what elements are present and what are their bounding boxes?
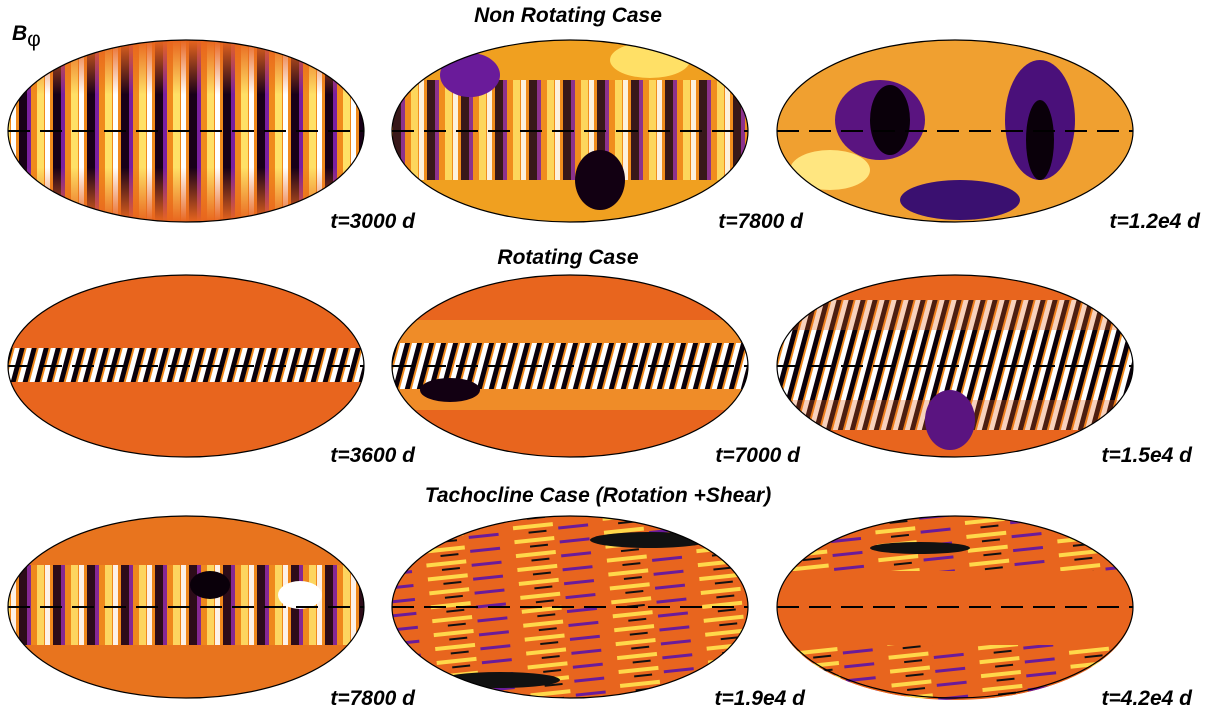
symbol: Bφ bbox=[12, 22, 41, 51]
blob bbox=[790, 150, 870, 190]
blob bbox=[440, 53, 500, 97]
blob bbox=[610, 42, 690, 78]
figure: Bφ Non Rotating Case t=3000 d t=7800 d t… bbox=[0, 0, 1207, 715]
blob bbox=[420, 378, 480, 402]
blob bbox=[900, 180, 1020, 220]
time-label: t=1.9e4 d bbox=[715, 687, 807, 710]
row-title: Tachocline Case (Rotation +Shear) bbox=[425, 484, 771, 507]
blob bbox=[1026, 100, 1054, 180]
time-label: t=4.2e4 d bbox=[1102, 687, 1194, 710]
row-title: Rotating Case bbox=[497, 246, 639, 269]
time-label: t=7000 d bbox=[715, 444, 801, 467]
blob bbox=[590, 532, 710, 548]
time-label: t=1.2e4 d bbox=[1110, 210, 1202, 233]
blob bbox=[870, 85, 910, 155]
symbol-main: B bbox=[12, 22, 27, 45]
blob bbox=[575, 150, 625, 210]
blob bbox=[440, 672, 560, 688]
blob bbox=[870, 542, 970, 554]
symbol-sub: φ bbox=[27, 28, 41, 51]
time-label: t=3600 d bbox=[330, 444, 416, 467]
time-label: t=7800 d bbox=[330, 687, 416, 710]
time-label: t=1.5e4 d bbox=[1102, 444, 1194, 467]
pattern bbox=[777, 516, 1133, 571]
blob bbox=[190, 571, 230, 599]
time-label: t=7800 d bbox=[718, 210, 804, 233]
blob bbox=[278, 581, 322, 609]
blob bbox=[925, 390, 975, 450]
time-label: t=3000 d bbox=[330, 210, 416, 233]
row-title: Non Rotating Case bbox=[474, 4, 662, 27]
